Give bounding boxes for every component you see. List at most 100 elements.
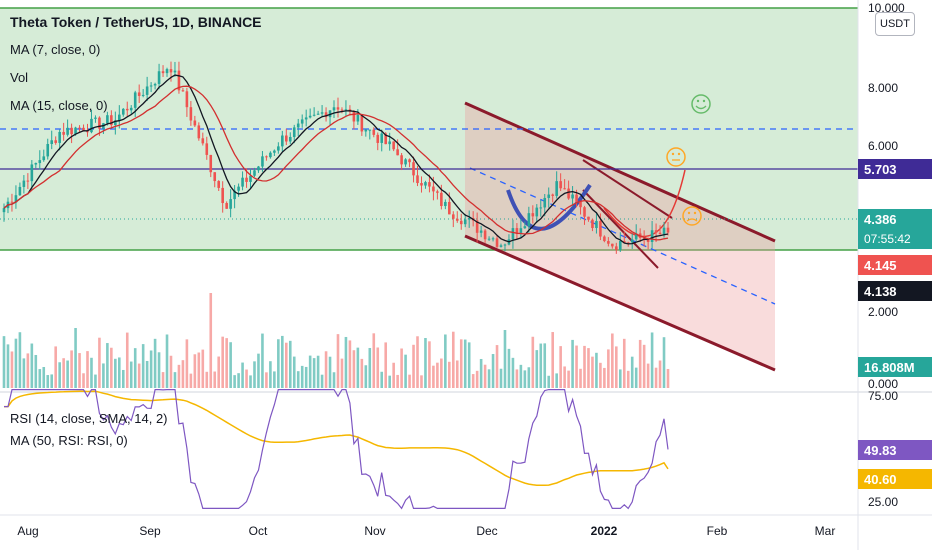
volume-bar (50, 374, 54, 388)
candle-body (420, 183, 423, 186)
volume-bar (217, 356, 221, 388)
volume-bar (161, 372, 165, 388)
time-tick: Oct (249, 524, 268, 538)
volume-bar (149, 350, 153, 388)
legend-vol[interactable]: Vol (10, 70, 29, 85)
candle-body (137, 92, 141, 96)
volume-bar (344, 336, 348, 388)
price-tick: 0.000 (868, 377, 898, 391)
volume-bar (42, 366, 46, 388)
candle-body (133, 92, 137, 108)
candle-body (316, 113, 320, 115)
candle-body (213, 172, 217, 182)
candle-body (432, 186, 435, 192)
candle-body (332, 107, 336, 111)
volume-bar (650, 332, 654, 388)
volume-bar (587, 348, 590, 388)
candle-body (253, 170, 256, 176)
volume-bar (658, 360, 662, 388)
volume-bar (400, 348, 403, 388)
candle-body (185, 91, 189, 108)
candle-body (487, 238, 491, 240)
volume-bar (487, 369, 491, 388)
volume-bar (626, 370, 630, 388)
volume-bar (618, 369, 622, 388)
candle-body (281, 135, 284, 147)
countdown-badge: 07:55:42 (858, 229, 932, 249)
volume-bar (62, 358, 65, 388)
volume-bar (106, 343, 109, 388)
volume-bar (392, 362, 395, 388)
volume-bar (332, 372, 336, 388)
volume-bar (360, 358, 364, 388)
volume-bar (118, 357, 121, 388)
time-tick: Nov (364, 524, 385, 538)
legend-rsi-ma[interactable]: MA (50, RSI: RSI, 0) (10, 433, 128, 448)
legend-ma7[interactable]: MA (7, close, 0) (10, 42, 101, 57)
volume-bar (364, 365, 368, 388)
volume-bar (356, 347, 360, 388)
volume-bar (503, 330, 507, 388)
volume-bar (416, 336, 419, 388)
volume-bar (189, 373, 193, 388)
candle-body (451, 214, 455, 219)
candle-body (181, 90, 185, 92)
volume-bar (591, 356, 594, 388)
volume-bar (82, 373, 85, 388)
candle-body (412, 162, 415, 176)
candle-body (129, 107, 133, 111)
volume-bar (153, 338, 157, 388)
ma7-line (3, 74, 669, 245)
volume-bar (436, 362, 439, 388)
candle-body (547, 194, 551, 198)
candle-body (567, 188, 570, 199)
candle-body (658, 232, 662, 235)
volume-bar (22, 358, 26, 388)
volume-bar (563, 366, 566, 388)
volume-bar (245, 369, 248, 388)
volume-bar (380, 371, 384, 388)
legend-ma15[interactable]: MA (15, close, 0) (10, 98, 108, 113)
candle-body (308, 115, 312, 118)
low-price-badge: 4.145 (858, 255, 932, 275)
candle-body (388, 141, 391, 145)
volume-bar (205, 371, 209, 388)
candle-body (646, 238, 650, 242)
time-axis[interactable]: Aug Sep Oct Nov Dec 2022 Feb Mar (17, 524, 835, 538)
volume-bar (479, 358, 483, 388)
candle-body (495, 238, 499, 247)
volume-bar (440, 358, 443, 388)
candle-body (491, 238, 495, 240)
volume-bar (523, 370, 527, 388)
candle-body (523, 226, 527, 229)
volume-bar (14, 338, 18, 388)
volume-bar (555, 373, 558, 388)
rsi-badge: 49.83 (858, 440, 932, 460)
volume-bar (30, 343, 34, 388)
volume-bar (66, 360, 69, 388)
volume-bar (102, 363, 105, 388)
volume-bar (463, 339, 467, 388)
candle-body (364, 129, 368, 132)
volume-bar (475, 370, 479, 388)
channel-upper (464, 101, 776, 243)
volume-bar (543, 343, 547, 388)
time-tick: Aug (17, 524, 38, 538)
volume-bar (483, 364, 487, 388)
candle-body (459, 220, 463, 225)
candle-body (229, 199, 232, 209)
currency-unit-button[interactable]: USDT (875, 12, 915, 36)
volume-bar (173, 372, 177, 388)
volume-bar (34, 354, 38, 388)
volume-bar (129, 361, 133, 388)
volume-bar (98, 337, 101, 388)
legend-rsi[interactable]: RSI (14, close, SMA, 14, 2) (10, 411, 168, 426)
volume-bar (646, 363, 650, 388)
volume-bar (181, 360, 185, 388)
candle-body (603, 236, 606, 242)
candle-body (463, 219, 467, 225)
candle-body (662, 227, 666, 235)
volume-bar (304, 366, 308, 388)
volume-bar (603, 367, 606, 388)
